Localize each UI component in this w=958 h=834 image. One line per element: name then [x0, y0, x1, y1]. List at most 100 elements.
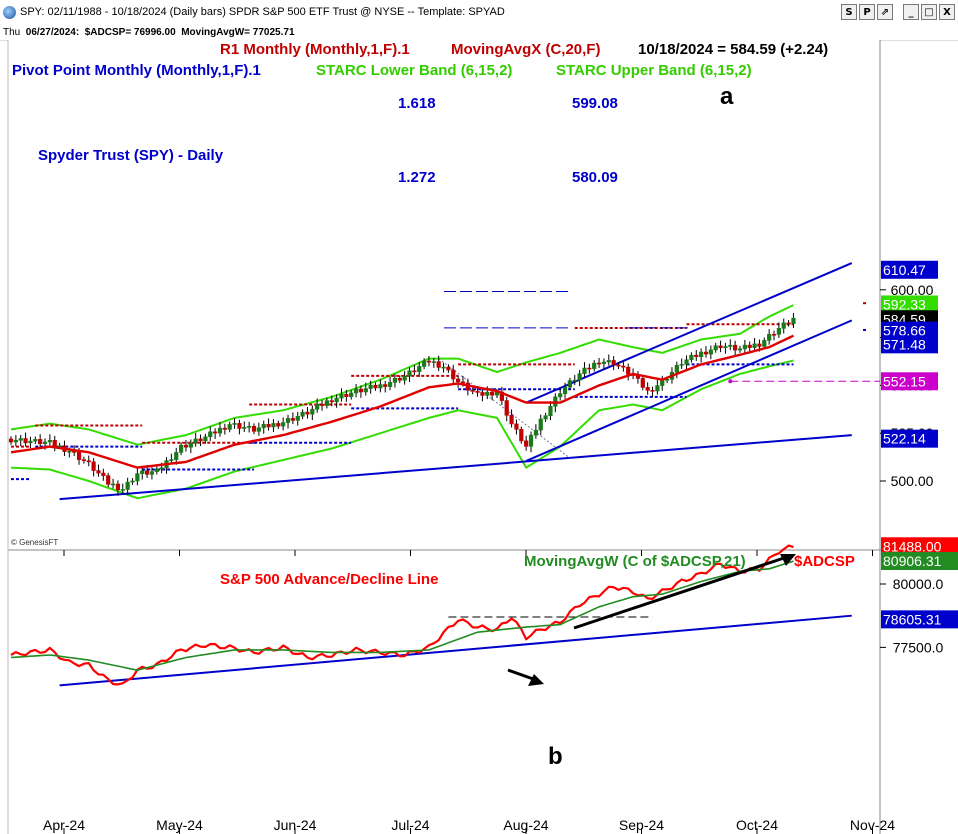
cursor-adcsp: $ADCSP= 76996.00 [84, 27, 176, 38]
price-tag-label: 610.47 [883, 262, 926, 278]
price-candle [8, 438, 14, 443]
price-trendline [525, 319, 853, 462]
price-candle [217, 427, 223, 434]
fib-ratio-1618: 1.618 [398, 95, 436, 112]
price-candle [771, 333, 777, 336]
price-candle [208, 431, 213, 438]
price-candle [125, 481, 130, 490]
price-candle [747, 344, 752, 348]
price-candle [383, 384, 388, 387]
price-candle [28, 440, 33, 444]
price-candle [174, 452, 179, 460]
chart-canvas[interactable]: 500.00525.00550.00575.00600.00610.47592.… [0, 40, 958, 834]
magenta-level-dot [728, 379, 733, 384]
price-candle [528, 434, 534, 447]
fib-price-1272: 580.09 [572, 169, 618, 186]
price-candle [601, 361, 607, 364]
price-candle [397, 377, 402, 381]
s-button[interactable]: S [841, 4, 857, 20]
popout-button[interactable]: ⇗ [877, 4, 893, 20]
price-candle [329, 400, 334, 403]
price-candle [684, 359, 689, 365]
price-candle [315, 404, 320, 410]
starc-lower-line [10, 359, 794, 500]
price-candle [650, 390, 655, 392]
annotation-b: b [548, 743, 563, 770]
close-button[interactable]: X [939, 4, 955, 20]
ad-tag-label: 80906.31 [883, 553, 942, 569]
price-candle [436, 361, 441, 368]
price-candle [402, 375, 407, 381]
maximize-button[interactable]: □ [921, 4, 937, 20]
breakout-arrow-head [528, 674, 544, 686]
price-candle [752, 343, 757, 348]
price-candle [460, 381, 466, 384]
price-candle [699, 351, 704, 357]
moving-average-line [10, 334, 795, 469]
price-candle [767, 333, 772, 341]
price-candle [52, 439, 57, 447]
price-candle [392, 377, 398, 383]
cursor-info: Thu 06/27/2024: $ADCSP= 76996.00 MovingA… [3, 27, 295, 38]
price-candle [18, 438, 23, 441]
cursor-mavg: MovingAvgW= 77025.71 [181, 27, 295, 38]
price-candle [558, 393, 563, 398]
price-candle [757, 343, 762, 347]
price-candle [606, 360, 611, 363]
price-candle [276, 423, 281, 427]
trend-arrow-head [780, 554, 796, 566]
cursor-day: Thu [3, 27, 21, 38]
price-candle [776, 328, 781, 335]
price-candle [140, 470, 145, 474]
ad-tag-box [881, 537, 958, 556]
price-candle [251, 425, 257, 432]
ad-tag-box [881, 610, 958, 629]
price-candle [324, 400, 330, 406]
month-label: Aug-24 [503, 817, 548, 833]
price-candle [42, 441, 48, 445]
price-candle [475, 391, 480, 393]
price-tag-box [881, 321, 938, 340]
price-tag-box [881, 295, 938, 314]
app-logo-icon [3, 6, 16, 19]
month-label: Oct-24 [736, 817, 778, 833]
price-candle [135, 473, 140, 482]
price-candle [57, 445, 62, 448]
price-candle [781, 322, 786, 329]
price-candle [572, 379, 577, 382]
price-tick-label: 600.00 [891, 282, 934, 298]
price-candle [703, 351, 709, 355]
price-candle [582, 367, 587, 374]
price-candle [115, 483, 121, 491]
r1-projection-mark [863, 302, 866, 305]
price-candle [679, 364, 684, 366]
price-candle [567, 380, 572, 388]
price-candle [621, 365, 626, 368]
price-candle [431, 361, 436, 363]
p-button[interactable]: P [859, 4, 875, 20]
price-candle [421, 360, 427, 367]
ad-tick-label: 80000.0 [893, 576, 944, 592]
price-candle [310, 408, 315, 415]
month-label: May-24 [156, 817, 203, 833]
price-candle [592, 362, 597, 369]
price-candle [227, 424, 232, 430]
month-label: Jun-24 [274, 817, 317, 833]
price-candle [742, 344, 747, 350]
price-candle [451, 369, 456, 380]
ad-tag-label: 81488.00 [883, 538, 942, 554]
price-tag-label: 592.33 [883, 296, 926, 312]
price-candle [791, 317, 796, 324]
ad-legend-series: $ADCSP [794, 553, 855, 570]
price-candle [786, 322, 791, 325]
minimize-button[interactable]: _ [903, 4, 919, 20]
annotation-a: a [720, 83, 734, 110]
price-candle [247, 425, 252, 428]
price-candle [188, 442, 193, 448]
price-candle [368, 384, 373, 389]
ad-trendline [59, 614, 852, 687]
price-trendline [59, 434, 852, 501]
window-title: SPY: 02/11/1988 - 10/18/2024 (Daily bars… [20, 6, 505, 18]
price-candle [562, 386, 568, 394]
